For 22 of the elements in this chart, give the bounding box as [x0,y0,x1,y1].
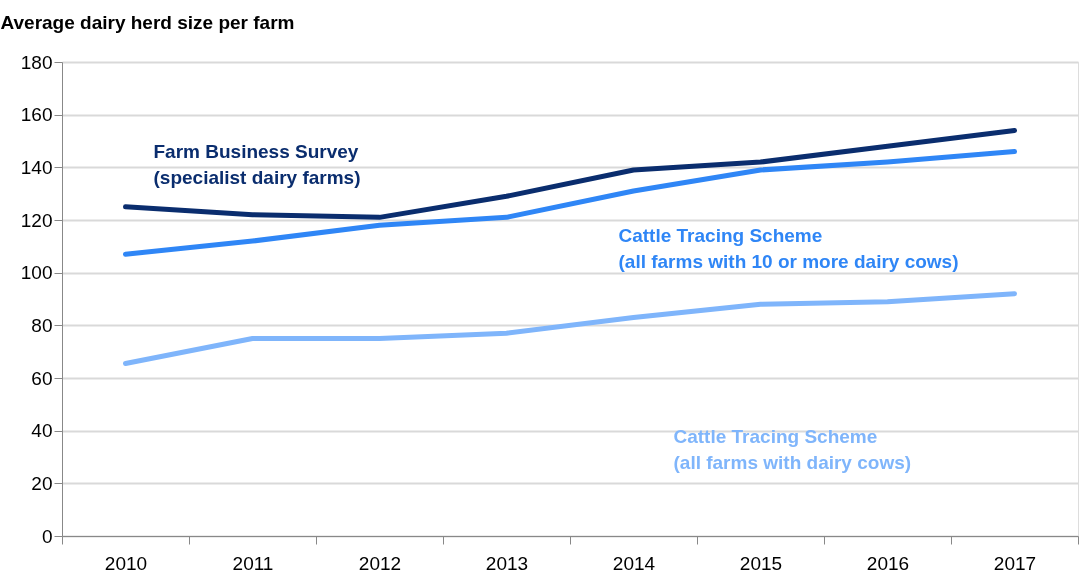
series-label: Cattle Tracing Scheme (all farms with 10 or more dairy cows) [618,225,959,273]
y-tick-label: 100 [20,262,53,284]
x-tick-label: 2012 [358,552,402,574]
y-tick-label: 120 [20,209,53,231]
x-tick-label: 2011 [232,552,274,574]
y-tick-label: 60 [31,367,53,389]
y-tick-label: 40 [31,420,53,442]
y-tick-label: 80 [31,314,53,336]
x-tick-label: 2014 [612,552,656,574]
y-tick-label: 160 [20,104,53,126]
y-axis-title: Average dairy herd size per farm [0,11,295,33]
x-tick-label: 2010 [104,552,148,574]
series-label: Farm Business Survey (specialist dairy farms) [153,140,361,188]
x-tick-label: 2013 [485,552,529,574]
y-tick-label: 0 [41,525,53,547]
x-tick-label: 2016 [866,552,910,574]
text: Cattle Tracing Scheme (all farms with dairy cows) [673,426,912,474]
x-tick-label: 2017 [993,552,1037,574]
x-tick-label: 2015 [739,552,783,574]
y-tick-label: 140 [20,156,53,178]
y-tick-label: 20 [31,472,53,494]
y-tick-label: 180 [20,51,53,73]
